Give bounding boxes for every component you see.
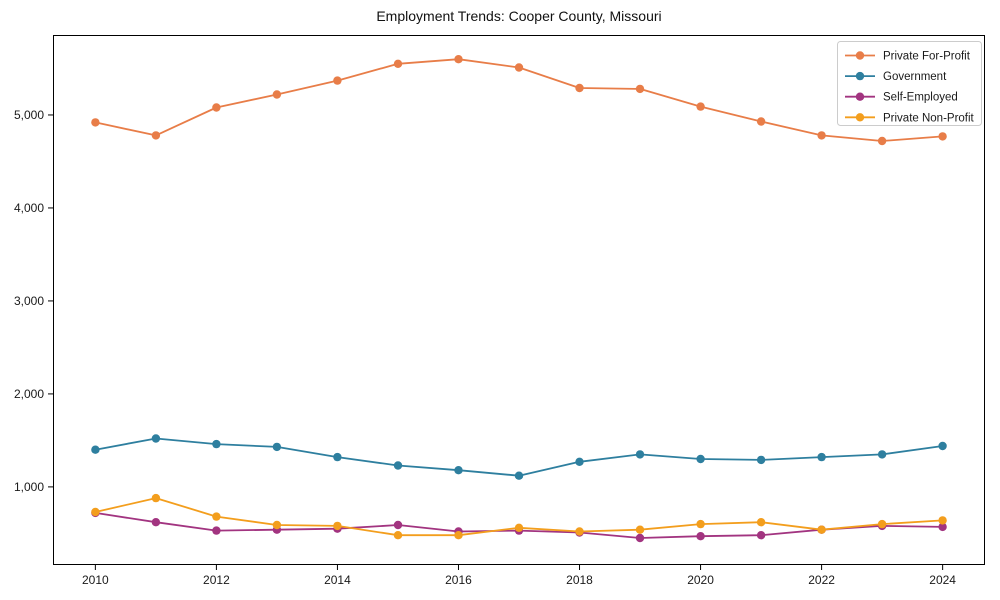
data-point [514,523,524,532]
data-point [696,532,705,541]
x-tick-label: 2016 [445,573,472,587]
x-tick-label: 2014 [324,573,351,587]
data-point [877,519,887,529]
data-point [333,521,342,531]
data-point [91,507,100,517]
legend-box [837,41,982,126]
legend-marker-icon [855,92,865,101]
x-tick-label: 2018 [566,573,593,587]
data-point [212,512,221,521]
data-point [575,83,584,93]
data-point [212,439,221,449]
series-private-non-profit [91,493,947,540]
legend-entry-private-non-profit: Private Non-Profit [845,112,975,124]
chart-title: Employment Trends: Cooper County, Missou… [376,8,662,24]
data-point [272,90,282,99]
data-point [454,531,463,540]
data-point [333,76,342,85]
legend-entry-self-employed: Self-Employed [845,92,958,104]
legend-marker-icon [855,51,865,60]
data-point [635,533,645,543]
data-point [393,461,403,470]
legend-marker-icon [855,113,865,122]
plot-border [53,35,985,565]
series-line-government [94,437,944,477]
y-axis: 1,000 2,000 3,000 4,000 5,000 [14,108,53,494]
legend-label: Government [883,71,947,83]
legend-label: Private For-Profit [883,51,971,63]
y-tick-label: 4,000 [14,201,44,215]
data-point [454,466,463,475]
data-point [938,132,947,141]
y-tick-label: 5,000 [14,108,44,122]
legend-label: Private Non-Profit [883,112,975,124]
data-point [151,493,161,503]
data-point [756,455,766,465]
data-point [333,452,342,462]
data-point [272,442,282,452]
data-point [151,131,161,140]
data-point [635,525,645,534]
data-point [454,55,463,64]
x-axis: 2010 2012 2014 2016 2018 2020 2022 2024 [82,565,956,587]
data-point [514,63,524,72]
y-tick-label: 3,000 [14,294,44,308]
x-tick-label: 2010 [82,573,109,587]
series-government [91,434,947,480]
data-point [272,520,282,530]
data-point [575,457,584,466]
data-point [151,518,161,527]
legend-entry-private-for-profit: Private For-Profit [845,51,971,63]
data-point [91,118,100,127]
data-point [877,450,887,459]
data-point [575,527,584,536]
data-point [393,531,403,540]
data-point [635,84,645,94]
x-tick-label: 2012 [203,573,230,587]
data-point [817,452,826,462]
data-point [877,136,887,146]
data-point [756,117,766,126]
x-tick-label: 2024 [929,573,956,587]
data-point [212,526,221,535]
data-point [393,59,403,68]
data-point [212,103,221,112]
legend-entry-government: Government [845,71,947,83]
data-point [817,131,826,140]
legend: Private For-Profit Government Self-Employe… [837,41,982,126]
y-tick-label: 1,000 [14,480,44,494]
data-point [938,516,947,525]
data-point [696,519,705,529]
data-point [756,518,766,527]
data-point [817,525,826,534]
data-point [696,102,705,111]
data-point [696,454,705,464]
y-tick-label: 2,000 [14,387,44,401]
legend-label: Self-Employed [883,92,958,104]
x-tick-label: 2020 [687,573,714,587]
data-point [938,522,947,532]
x-tick-label: 2022 [808,573,835,587]
data-point [393,520,403,530]
legend-marker-icon [855,71,865,81]
data-point [938,441,947,451]
data-point [635,450,645,459]
data-point [151,434,161,443]
series-private-for-profit [91,55,947,146]
data-point [514,471,524,480]
data-point [756,531,766,540]
data-point [91,445,100,454]
